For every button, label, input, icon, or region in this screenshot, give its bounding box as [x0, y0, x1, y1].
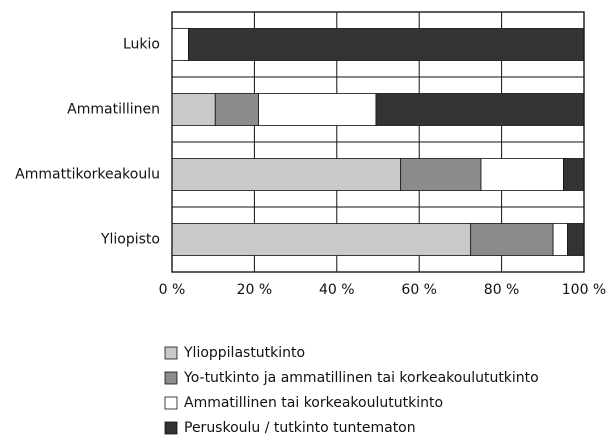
bar-segment — [470, 223, 554, 256]
bar-segment — [171, 158, 402, 191]
x-tick-label: 80 % — [484, 282, 520, 298]
legend-label: Ylioppilastutkinto — [183, 345, 305, 361]
bar-segment — [171, 223, 472, 256]
legend-swatch — [164, 396, 178, 410]
bar-segment — [375, 93, 585, 126]
bar-segment — [400, 158, 482, 191]
bar-segment — [563, 158, 585, 191]
legend-label: Yo-tutkinto ja ammatillinen tai korkeako… — [183, 370, 539, 386]
bar-segment — [214, 93, 259, 126]
plot-border — [171, 11, 585, 273]
legend-swatch — [164, 371, 178, 385]
y-tick-label: Ammattikorkeakoulu — [15, 167, 160, 183]
bar-segment — [188, 28, 585, 61]
bar-segment — [171, 28, 189, 61]
legend-swatch — [164, 346, 178, 360]
bar-segment — [171, 93, 216, 126]
y-tick-label: Lukio — [123, 37, 160, 53]
bar-segment — [258, 93, 377, 126]
x-tick-label: 100 % — [562, 282, 606, 298]
y-tick-label: Yliopisto — [100, 232, 160, 248]
legend-label: Peruskoulu / tutkinto tuntematon — [184, 420, 416, 436]
x-tick-label: 40 % — [319, 282, 355, 298]
bar-segment — [552, 223, 568, 256]
bar-segment — [480, 158, 564, 191]
y-tick-label: Ammatillinen — [67, 102, 160, 118]
x-tick-label: 20 % — [237, 282, 273, 298]
legend-label: Ammatillinen tai korkeakoulututkinto — [184, 395, 443, 411]
x-tick-label: 0 % — [159, 282, 186, 298]
bar-segment — [567, 223, 585, 256]
legend-swatch — [164, 421, 178, 435]
x-tick-label: 60 % — [401, 282, 437, 298]
